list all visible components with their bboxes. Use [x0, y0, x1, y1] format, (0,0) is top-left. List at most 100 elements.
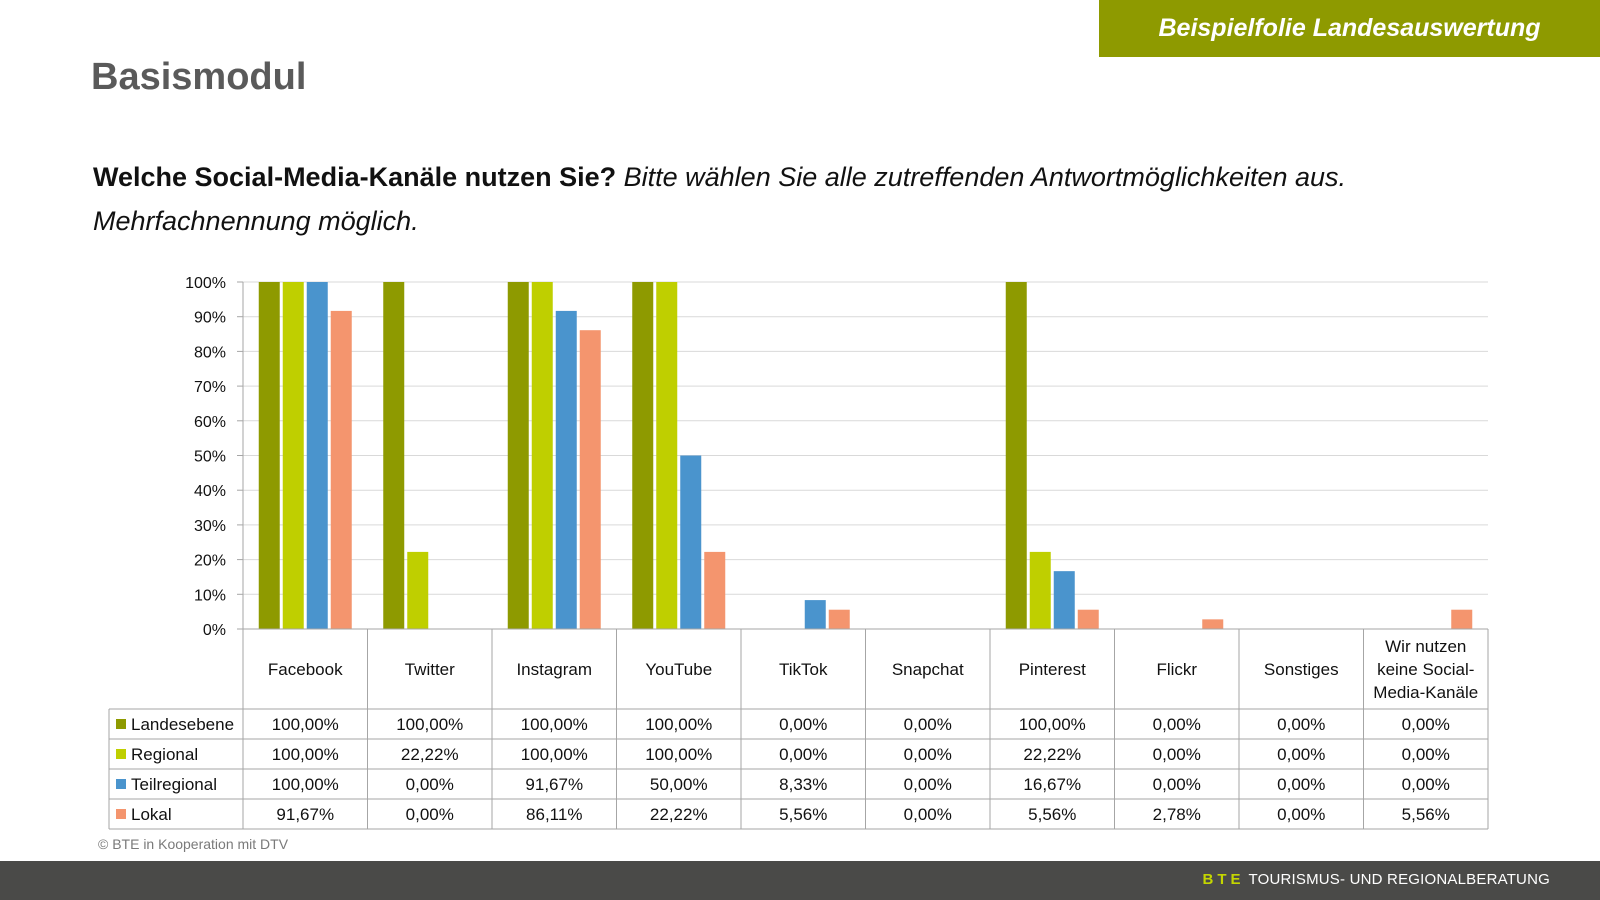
data-label: 0,00%: [779, 715, 827, 734]
data-label: 0,00%: [779, 745, 827, 764]
question-bold: Welche Social-Media-Kanäle nutzen Sie?: [93, 162, 617, 192]
data-label: 2,78%: [1153, 805, 1201, 824]
bar-teilregional: [306, 282, 328, 629]
category-label: Wir nutzen: [1385, 637, 1466, 656]
bar-lokal: [704, 551, 726, 629]
y-tick-label: 0%: [203, 622, 226, 639]
data-label: 0,00%: [1277, 775, 1325, 794]
slide-title: Basismodul: [91, 56, 307, 98]
legend-label: Regional: [131, 745, 198, 764]
y-tick-label: 70%: [194, 379, 226, 396]
slide-badge: Beispielfolie Landesauswertung: [1099, 0, 1600, 57]
bar-regional: [407, 551, 429, 629]
data-label: 0,00%: [904, 745, 952, 764]
data-label: 100,00%: [396, 715, 463, 734]
y-tick-label: 50%: [194, 449, 226, 466]
data-label: 0,00%: [904, 715, 952, 734]
category-label: Twitter: [405, 660, 455, 679]
bar-landesebene: [383, 282, 405, 629]
data-label: 100,00%: [272, 745, 339, 764]
data-label: 0,00%: [904, 805, 952, 824]
category-label: keine Social-: [1377, 660, 1474, 679]
bar-lokal: [1077, 609, 1099, 629]
bar-regional: [531, 282, 553, 629]
y-tick-label: 60%: [194, 414, 226, 431]
data-label: 0,00%: [1277, 805, 1325, 824]
bar-landesebene: [258, 282, 280, 629]
data-label: 100,00%: [645, 715, 712, 734]
footer-bar: BTE TOURISMUS- UND REGIONALBERATUNG: [0, 861, 1600, 900]
data-label: 5,56%: [1028, 805, 1076, 824]
data-label: 22,22%: [1023, 745, 1081, 764]
data-label: 22,22%: [401, 745, 459, 764]
bar-lokal: [1202, 619, 1224, 629]
data-label: 100,00%: [521, 715, 588, 734]
footer-logo: BTE: [1202, 871, 1245, 888]
y-tick-label: 20%: [194, 553, 226, 570]
data-label: 0,00%: [1153, 715, 1201, 734]
y-tick-label: 80%: [194, 344, 226, 361]
category-label: Flickr: [1156, 660, 1197, 679]
legend-swatch: [116, 719, 126, 729]
data-label: 100,00%: [645, 745, 712, 764]
legend-label: Landesebene: [131, 715, 234, 734]
y-tick-label: 90%: [194, 310, 226, 327]
data-label: 86,11%: [526, 805, 582, 824]
data-label: 0,00%: [1402, 715, 1450, 734]
bar-teilregional: [1053, 571, 1075, 629]
data-label: 0,00%: [406, 775, 454, 794]
footer-brand: BTE TOURISMUS- UND REGIONALBERATUNG: [1202, 871, 1550, 888]
y-tick-label: 100%: [185, 275, 226, 292]
data-label: 100,00%: [521, 745, 588, 764]
category-label: Media-Kanäle: [1373, 683, 1478, 702]
bar-regional: [282, 282, 304, 629]
category-label: Instagram: [516, 660, 592, 679]
data-label: 100,00%: [1019, 715, 1086, 734]
bar-lokal: [828, 609, 850, 629]
y-tick-label: 10%: [194, 587, 226, 604]
data-label: 0,00%: [1153, 745, 1201, 764]
data-label: 0,00%: [1402, 745, 1450, 764]
bar-landesebene: [632, 282, 654, 629]
data-label: 16,67%: [1023, 775, 1081, 794]
data-label: 50,00%: [650, 775, 708, 794]
bar-teilregional: [680, 455, 702, 629]
category-label: TikTok: [779, 660, 828, 679]
bar-teilregional: [555, 310, 577, 629]
footer-tagline: TOURISMUS- UND REGIONALBERATUNG: [1248, 871, 1550, 888]
y-tick-label: 30%: [194, 518, 226, 535]
bar-landesebene: [1005, 282, 1027, 629]
data-label: 22,22%: [650, 805, 708, 824]
legend-swatch: [116, 779, 126, 789]
category-label: Facebook: [268, 660, 343, 679]
bar-lokal: [579, 330, 601, 629]
data-label: 100,00%: [272, 775, 339, 794]
data-label: 91,67%: [276, 805, 334, 824]
legend-label: Lokal: [131, 805, 172, 824]
data-label: 0,00%: [1153, 775, 1201, 794]
data-label: 5,56%: [1402, 805, 1450, 824]
data-label: 100,00%: [272, 715, 339, 734]
legend-swatch: [116, 749, 126, 759]
question-text: Welche Social-Media-Kanäle nutzen Sie? B…: [93, 155, 1513, 243]
category-label: YouTube: [645, 660, 712, 679]
data-label: 0,00%: [1277, 715, 1325, 734]
category-label: Sonstiges: [1264, 660, 1339, 679]
bar-landesebene: [507, 282, 529, 629]
copyright-note: © BTE in Kooperation mit DTV: [98, 836, 289, 852]
data-label: 5,56%: [779, 805, 827, 824]
data-label: 0,00%: [1402, 775, 1450, 794]
y-tick-label: 40%: [194, 483, 226, 500]
question-italic: Bitte wählen Sie alle zutreffenden Antwo…: [93, 162, 1347, 236]
category-label: Pinterest: [1019, 660, 1086, 679]
bar-lokal: [1451, 609, 1473, 629]
bar-regional: [1029, 551, 1051, 629]
category-label: Snapchat: [892, 660, 964, 679]
data-label: 91,67%: [525, 775, 583, 794]
legend-swatch: [116, 809, 126, 819]
data-label: 0,00%: [406, 805, 454, 824]
data-label: 0,00%: [1277, 745, 1325, 764]
data-label: 0,00%: [904, 775, 952, 794]
data-label: 8,33%: [779, 775, 827, 794]
